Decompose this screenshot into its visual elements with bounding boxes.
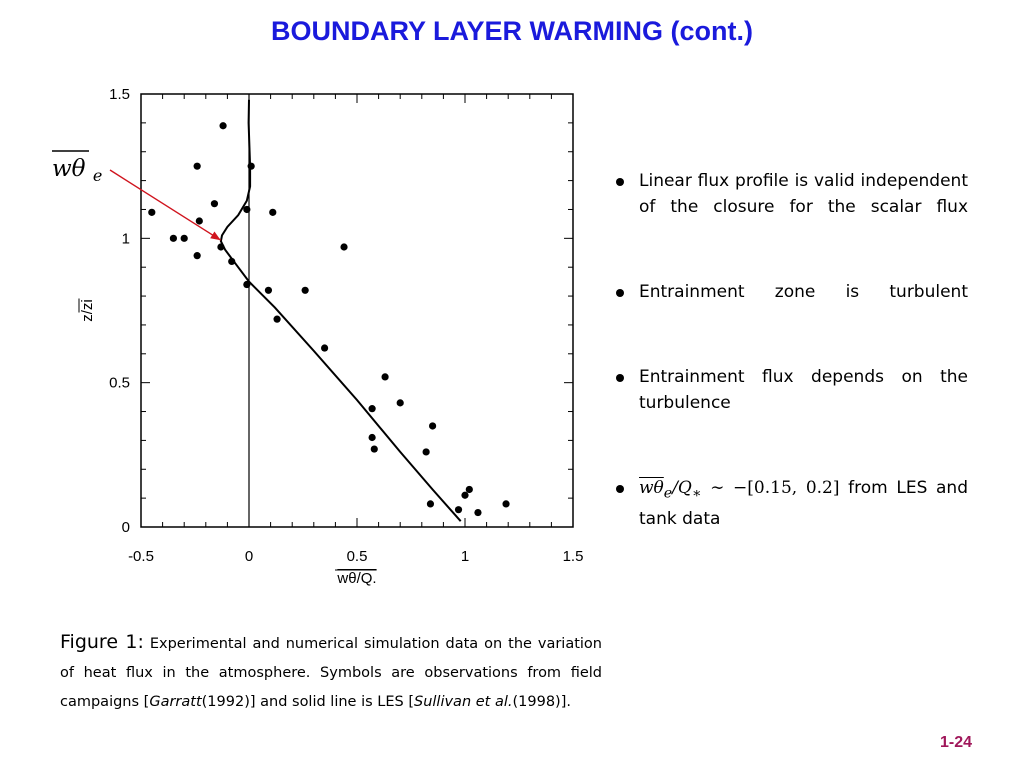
- annotation-arrowhead: [210, 231, 221, 241]
- y-tick-label: 1.5: [109, 86, 130, 103]
- observation-point: [429, 422, 437, 430]
- observation-point: [217, 243, 225, 251]
- observation-point: [180, 234, 188, 242]
- observation-point: [426, 500, 435, 508]
- citation-year: (1992)] and solid line is LES [: [201, 694, 414, 710]
- bullet-item: wθe/Q∗ ∼ −[0.15, 0.2] from LES and tank …: [612, 475, 968, 532]
- observation-point: [368, 433, 376, 442]
- bullet-text: Entrainment zone is turbulent: [639, 282, 968, 302]
- bullet-item: Entrainment zone is turbulent: [612, 279, 968, 331]
- observation-point: [219, 122, 227, 130]
- les-profile-line: [219, 99, 462, 522]
- annotation-arrow: [109, 169, 222, 241]
- x-tick-label: 1.5: [563, 548, 584, 565]
- plot-area: -0.5 0 0.5 1 1.5 0 0.5 1 1.5 wθ/Q. z/zi: [78, 86, 584, 587]
- observation-point: [422, 448, 430, 456]
- bullet-dot: [616, 289, 624, 297]
- bullet-item: Entrainment flux depends on the turbulen…: [612, 364, 968, 442]
- observation-point: [193, 162, 201, 170]
- observation-point: [148, 208, 156, 216]
- caption-text: Experimental and numerical simulation da…: [60, 636, 602, 710]
- observation-point: [169, 234, 177, 242]
- observation-point: [370, 445, 378, 453]
- annotation-label: wθ e: [52, 156, 102, 185]
- x-tick-label: -0.5: [128, 548, 154, 565]
- x-tick-label: 0.5: [347, 548, 368, 565]
- bullet-text: from LES and tank data: [639, 478, 968, 530]
- plot-frame: [140, 93, 574, 528]
- observation-point: [301, 286, 309, 294]
- observation-point: [368, 405, 376, 413]
- observation-point: [269, 208, 277, 216]
- observation-point: [195, 217, 203, 225]
- math-flux-symbol: wθ: [639, 478, 664, 498]
- observation-point: [243, 205, 251, 214]
- y-tick-label: 1: [122, 230, 130, 247]
- bullet-dot: [616, 178, 624, 186]
- citation-author: Sullivan et al.: [414, 694, 513, 710]
- observation-point: [210, 200, 219, 208]
- observation-point: [474, 508, 482, 517]
- bullet-dot: [616, 485, 624, 493]
- observation-point: [381, 373, 389, 381]
- x-axis-label: wθ/Q.: [336, 570, 376, 587]
- observation-point: [461, 491, 469, 499]
- bullet-list: Linear flux profile is valid independent…: [612, 168, 968, 565]
- observation-point: [502, 500, 510, 508]
- observation-point: [273, 315, 281, 323]
- observation-point: [243, 280, 251, 289]
- observation-point: [465, 485, 473, 494]
- citation-year: (1998)].: [512, 694, 571, 710]
- bullet-text: Linear flux profile is valid independent…: [639, 171, 968, 217]
- bullet-text: Entrainment flux depends on the turbulen…: [639, 367, 968, 413]
- figure-label: Figure 1:: [60, 631, 144, 653]
- observation-point: [247, 162, 255, 170]
- bullet-dot: [616, 374, 624, 382]
- y-tick-label: 0.5: [109, 375, 130, 392]
- math-q: /Q: [672, 478, 692, 498]
- observation-point: [340, 243, 348, 251]
- x-tick-label: 1: [461, 548, 469, 565]
- observation-point: [264, 286, 273, 294]
- bullet-math: wθe/Q∗ ∼ −[0.15, 0.2]: [639, 478, 840, 502]
- observation-point: [228, 257, 236, 266]
- observation-point: [321, 344, 329, 352]
- slide-title: BOUNDARY LAYER WARMING (cont.): [270, 16, 753, 46]
- bullet-item: Linear flux profile is valid independent…: [612, 168, 968, 246]
- annotation-subscript: e: [93, 166, 102, 185]
- math-sub-star: ∗: [691, 485, 702, 502]
- observation-point: [193, 252, 201, 260]
- citation-author: Garratt: [149, 694, 202, 710]
- observation-point: [396, 399, 404, 407]
- x-tick-label: 0: [245, 548, 253, 565]
- flux-profile-chart: -0.5 0 0.5 1 1.5 0 0.5 1 1.5 wθ/Q. z/zi wθ e: [52, 86, 584, 587]
- annotation-symbol: wθ: [52, 156, 86, 182]
- page-number: 1-24: [939, 734, 972, 751]
- observation-point: [454, 506, 463, 514]
- figure-caption: Figure 1: Experimental and numerical sim…: [60, 628, 602, 717]
- math-relation: ∼ −[0.15, 0.2]: [701, 478, 840, 498]
- y-axis-label: z/zi: [79, 299, 96, 322]
- math-sub-e: e: [663, 485, 673, 502]
- y-tick-label: 0: [122, 519, 130, 536]
